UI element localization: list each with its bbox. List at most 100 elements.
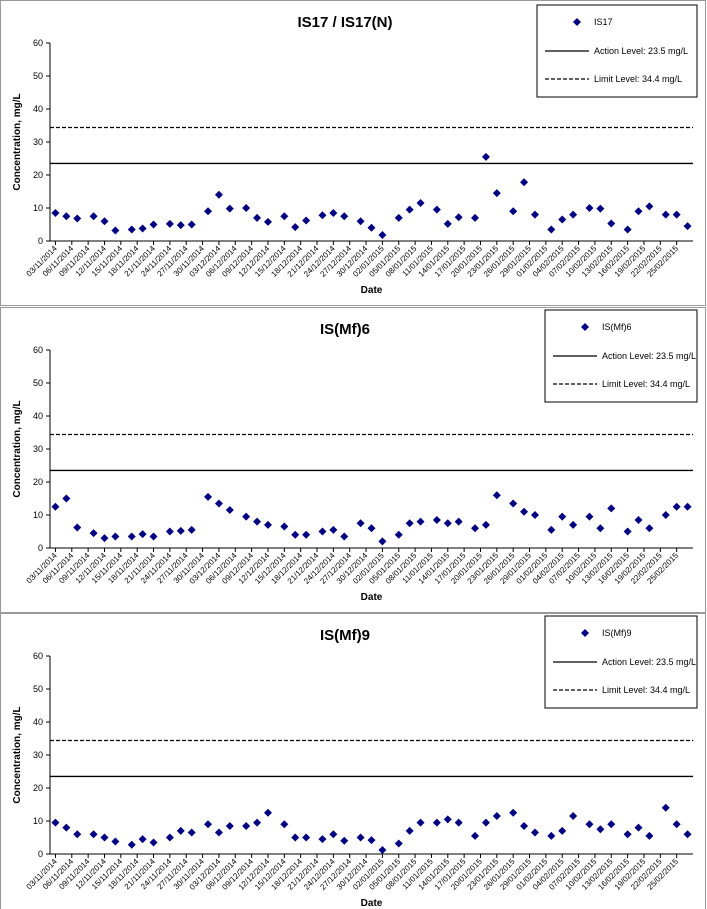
data-point — [416, 818, 425, 827]
data-point — [73, 830, 82, 839]
data-point — [302, 530, 311, 539]
data-point — [607, 219, 616, 228]
data-point — [481, 818, 490, 827]
data-point — [367, 223, 376, 232]
data-point — [127, 225, 136, 234]
data-point — [367, 524, 376, 533]
y-tick-label: 40 — [33, 411, 43, 421]
data-point — [634, 207, 643, 216]
chart-title: IS17 / IS17(N) — [297, 14, 392, 31]
data-point — [481, 520, 490, 529]
data-point — [111, 226, 120, 235]
data-point — [176, 221, 185, 230]
legend-marker — [573, 18, 581, 26]
data-point — [623, 830, 632, 839]
data-point — [405, 826, 414, 835]
data-point — [443, 815, 452, 824]
data-point — [356, 217, 365, 226]
y-tick-label: 30 — [33, 750, 43, 760]
data-point — [165, 219, 174, 228]
data-point — [242, 204, 251, 212]
data-point — [520, 821, 529, 830]
y-tick-label: 20 — [33, 170, 43, 180]
data-point — [340, 836, 349, 845]
data-point — [471, 213, 480, 222]
y-tick-label: 60 — [33, 38, 43, 48]
data-point — [280, 212, 289, 221]
y-axis-label: Concentration, mg/L — [12, 93, 23, 190]
legend-label: IS17 — [594, 17, 613, 27]
data-point — [51, 818, 60, 827]
data-point — [225, 204, 234, 213]
y-tick-label: 10 — [33, 203, 43, 213]
data-point — [569, 812, 578, 821]
y-tick-label: 0 — [38, 543, 43, 553]
data-point — [291, 530, 300, 539]
y-axis-label: Concentration, mg/L — [12, 400, 23, 497]
data-point — [111, 837, 120, 846]
data-point — [471, 524, 480, 533]
data-point — [253, 818, 262, 827]
data-point — [149, 532, 158, 541]
y-tick-label: 0 — [38, 849, 43, 859]
data-point — [149, 838, 158, 847]
data-point — [454, 818, 463, 827]
data-point — [127, 532, 136, 541]
data-point — [596, 204, 605, 213]
data-point — [432, 205, 441, 214]
data-point — [214, 499, 223, 508]
chart-title: IS(Mf)9 — [320, 627, 370, 644]
data-point — [585, 512, 594, 521]
data-point — [302, 833, 311, 842]
data-point — [481, 152, 490, 161]
data-point — [280, 820, 289, 829]
data-point — [176, 826, 185, 835]
data-point — [378, 846, 387, 855]
data-point — [454, 517, 463, 526]
data-point — [62, 212, 71, 221]
data-point — [634, 823, 643, 832]
legend-label: IS(Mf)6 — [602, 322, 632, 332]
data-point — [62, 823, 71, 832]
data-point — [187, 828, 196, 837]
data-point — [569, 210, 578, 219]
data-point — [100, 833, 109, 842]
data-point — [378, 231, 387, 240]
data-point — [558, 826, 567, 835]
data-point — [214, 190, 223, 199]
data-point — [443, 519, 452, 528]
data-point — [634, 515, 643, 524]
y-tick-label: 50 — [33, 684, 43, 694]
data-point — [138, 224, 147, 233]
data-point — [509, 207, 518, 216]
data-point — [405, 519, 414, 528]
data-point — [569, 520, 578, 529]
data-point — [329, 830, 338, 839]
data-point — [394, 839, 403, 848]
data-point — [661, 210, 670, 219]
data-point — [318, 835, 327, 844]
data-point — [225, 506, 234, 515]
data-point — [585, 204, 594, 212]
data-point — [558, 512, 567, 521]
data-point — [683, 502, 692, 511]
data-point — [509, 808, 518, 817]
y-tick-label: 60 — [33, 345, 43, 355]
data-point — [607, 504, 616, 513]
data-point — [547, 831, 556, 840]
data-point — [204, 820, 213, 829]
data-point — [443, 219, 452, 228]
data-point — [607, 820, 616, 829]
data-point — [187, 220, 196, 229]
data-point — [394, 530, 403, 539]
y-tick-label: 60 — [33, 651, 43, 661]
data-point — [378, 537, 387, 546]
data-point — [623, 527, 632, 536]
data-point — [89, 212, 98, 221]
y-tick-label: 0 — [38, 236, 43, 246]
data-point — [62, 494, 71, 503]
legend-label: Limit Level: 34.4 mg/L — [594, 74, 682, 84]
data-point — [394, 213, 403, 222]
data-point — [302, 216, 311, 225]
data-point — [405, 205, 414, 214]
